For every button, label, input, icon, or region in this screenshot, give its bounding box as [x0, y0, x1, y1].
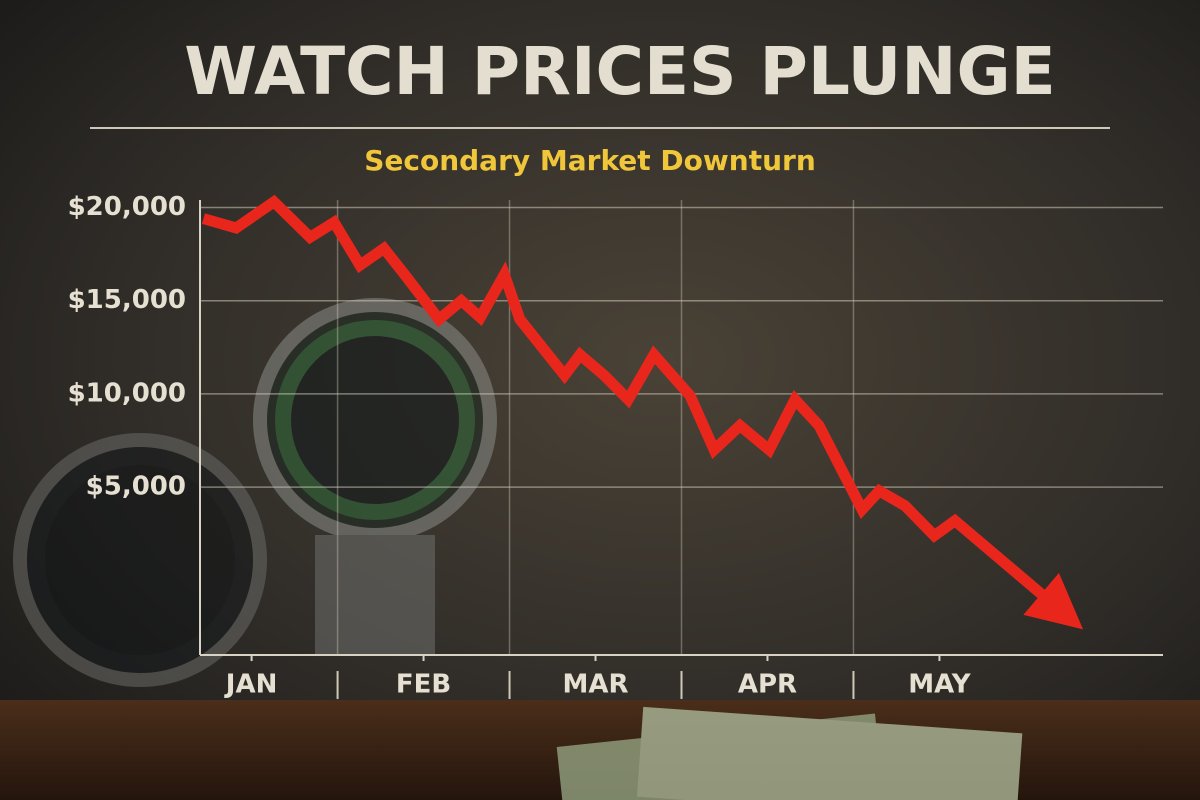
y-tick-label: $5,000 — [86, 472, 186, 502]
y-tick-label: $10,000 — [68, 378, 186, 408]
chart-subtitle: Secondary Market Downturn — [364, 144, 816, 177]
money-decoration — [556, 706, 1023, 800]
y-tick-label: $15,000 — [68, 285, 186, 315]
x-tick-label: MAY — [908, 670, 972, 700]
price-line — [201, 194, 1084, 630]
x-tick-label: APR — [738, 670, 797, 700]
plot-area: $5,000 $10,000 $15,000 $20,000 JAN FEB MAR APR M… — [68, 192, 1163, 700]
chart-title: WATCH PRICES PLUNGE — [184, 33, 1055, 110]
x-tick-label: JAN — [224, 670, 278, 700]
y-tick-label: $20,000 — [68, 192, 186, 222]
x-tick-label: FEB — [396, 670, 451, 700]
x-tick-label: MAR — [563, 670, 629, 700]
